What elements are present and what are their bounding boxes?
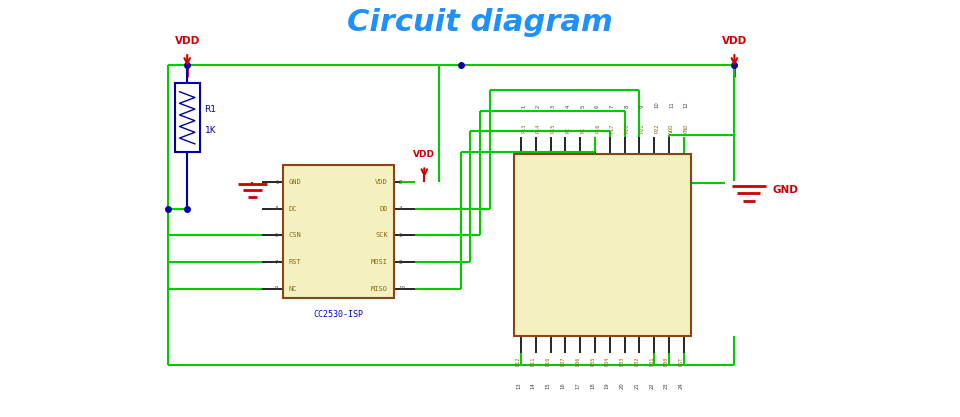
- Text: CC2530-ISP: CC2530-ISP: [313, 310, 364, 319]
- Text: P13: P13: [521, 124, 526, 133]
- Text: RST: RST: [679, 357, 684, 366]
- Text: P21: P21: [639, 124, 644, 133]
- Text: 15: 15: [545, 382, 551, 389]
- Text: 20: 20: [619, 382, 625, 389]
- Text: NC: NC: [580, 127, 586, 133]
- Text: 17: 17: [575, 382, 580, 389]
- Text: 22: 22: [649, 382, 654, 389]
- Text: 4: 4: [398, 206, 402, 211]
- Text: SCK: SCK: [375, 232, 388, 239]
- Text: DC: DC: [289, 206, 298, 212]
- Text: P12: P12: [516, 357, 521, 366]
- Text: 10: 10: [654, 101, 660, 108]
- Text: 19: 19: [605, 382, 610, 389]
- Text: 23: 23: [664, 382, 669, 389]
- Text: 7: 7: [610, 104, 614, 108]
- Text: 11: 11: [669, 101, 674, 108]
- Text: 6: 6: [398, 233, 402, 238]
- Text: 3: 3: [275, 206, 278, 211]
- Text: VDD: VDD: [414, 150, 435, 159]
- Text: GND: GND: [289, 179, 301, 185]
- Text: CSN: CSN: [289, 232, 301, 239]
- Text: GND: GND: [684, 124, 688, 133]
- Text: GND: GND: [773, 185, 799, 195]
- Text: NC: NC: [565, 127, 570, 133]
- Text: P16: P16: [595, 124, 600, 133]
- Text: 16: 16: [561, 382, 565, 389]
- Text: 1: 1: [275, 180, 278, 185]
- Text: 1K: 1K: [204, 126, 216, 135]
- Text: 21: 21: [635, 382, 639, 389]
- Text: 7: 7: [275, 260, 278, 265]
- Text: 10: 10: [398, 286, 405, 291]
- Text: MISO: MISO: [371, 286, 388, 292]
- Text: RST: RST: [289, 259, 301, 265]
- Text: 12: 12: [684, 101, 688, 108]
- Bar: [175, 83, 200, 152]
- Text: P00: P00: [664, 357, 669, 366]
- Text: 13: 13: [516, 382, 521, 389]
- Text: P03: P03: [619, 357, 625, 366]
- Text: 8: 8: [398, 260, 402, 265]
- Bar: [283, 165, 394, 298]
- Text: 3: 3: [551, 104, 556, 108]
- Text: 5: 5: [580, 104, 586, 108]
- Text: 9: 9: [275, 286, 278, 291]
- Text: P04: P04: [605, 357, 610, 366]
- Text: P11: P11: [531, 357, 536, 366]
- Text: VDD: VDD: [669, 124, 674, 133]
- Text: 6: 6: [595, 104, 600, 108]
- Text: P10: P10: [545, 357, 551, 366]
- Text: NC: NC: [289, 286, 298, 292]
- Text: P06: P06: [575, 357, 580, 366]
- Text: 4: 4: [565, 104, 570, 108]
- Text: R1: R1: [204, 105, 216, 114]
- Text: P05: P05: [590, 357, 595, 366]
- Text: 5: 5: [275, 233, 278, 238]
- Text: P14: P14: [536, 124, 540, 133]
- Text: 2: 2: [398, 180, 402, 185]
- Bar: [514, 154, 691, 336]
- Text: P02: P02: [635, 357, 639, 366]
- Text: 1: 1: [521, 104, 526, 108]
- Text: 24: 24: [679, 382, 684, 389]
- Text: P22: P22: [654, 124, 660, 133]
- Text: 2: 2: [536, 104, 540, 108]
- Text: P01: P01: [649, 357, 654, 366]
- Text: P07: P07: [561, 357, 565, 366]
- Text: Circuit diagram: Circuit diagram: [348, 8, 612, 38]
- Text: VDD: VDD: [375, 179, 388, 185]
- Text: 14: 14: [531, 382, 536, 389]
- Text: MOSI: MOSI: [371, 259, 388, 265]
- Text: DD: DD: [379, 206, 388, 212]
- Text: 18: 18: [590, 382, 595, 389]
- Text: P20: P20: [625, 124, 630, 133]
- Text: VDD: VDD: [175, 36, 200, 46]
- Text: VDD: VDD: [722, 36, 747, 46]
- Text: 8: 8: [625, 104, 630, 108]
- Text: P17: P17: [610, 124, 614, 133]
- Text: 9: 9: [639, 104, 644, 108]
- Text: P15: P15: [551, 124, 556, 133]
